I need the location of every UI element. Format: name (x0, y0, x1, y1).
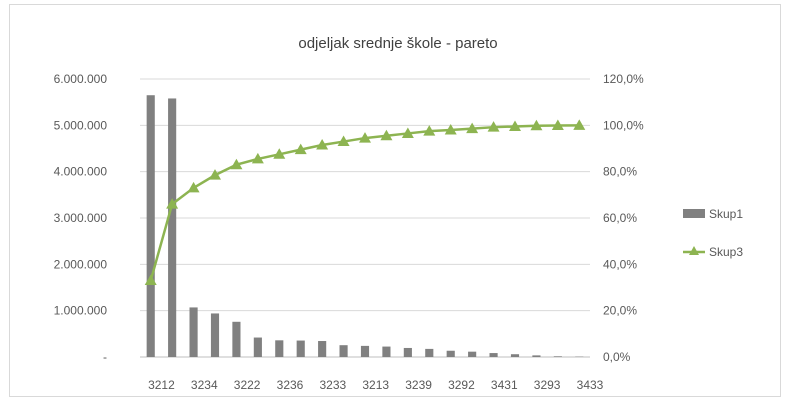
left-tick-label: 4.000.000 (54, 165, 108, 179)
line-marker (251, 152, 264, 164)
line-marker (209, 169, 221, 180)
bar (296, 340, 305, 357)
bar (253, 337, 262, 357)
bar (382, 346, 391, 357)
x-tick-label: 3222 (234, 378, 261, 392)
bar (318, 341, 327, 357)
legend-label: Skup3 (709, 245, 743, 259)
bar (275, 340, 284, 357)
left-tick-label: 5.000.000 (54, 118, 108, 132)
right-tick-label: 0,0% (603, 350, 631, 364)
line-marker (487, 121, 500, 132)
bar (489, 353, 498, 357)
left-tick-label: 6.000.000 (54, 72, 108, 86)
right-axis-labels: 0,0% 20,0% 40,0% 60,0% 80,0% 100,0% 120,0% (603, 72, 644, 364)
legend: Skup1 Skup3 (683, 207, 743, 259)
right-tick-label: 60,0% (603, 211, 637, 225)
left-tick-label: 1.000.000 (54, 304, 108, 318)
x-tick-label: 3239 (405, 378, 432, 392)
bar (146, 95, 155, 357)
x-axis-labels: 3212 3234 3222 3236 3233 3213 3239 3292 3431 3293… (148, 378, 604, 392)
right-tick-label: 20,0% (603, 304, 637, 318)
right-tick-label: 80,0% (603, 165, 637, 179)
bar (468, 351, 477, 357)
x-tick-label: 3236 (277, 378, 304, 392)
bar (403, 347, 412, 357)
left-tick-label: 3.000.000 (54, 211, 108, 225)
line-marker (573, 119, 586, 130)
bar (360, 345, 370, 357)
legend-swatch-bar (683, 209, 705, 218)
line-marker (144, 274, 157, 286)
line-marker (166, 198, 179, 209)
bar (189, 307, 198, 357)
line-marker (337, 135, 350, 147)
line-marker (509, 120, 521, 131)
line-marker (530, 119, 543, 131)
bar (210, 313, 220, 357)
x-tick-label: 3212 (148, 378, 175, 392)
bar (510, 354, 520, 357)
line-marker (230, 158, 243, 170)
x-tick-label: 3433 (577, 378, 604, 392)
line-path (149, 124, 580, 281)
bar-series (146, 95, 584, 358)
chart-title: odjeljak srednje škole - pareto (298, 35, 497, 52)
bar (532, 355, 541, 357)
x-tick-label: 3292 (448, 378, 475, 392)
legend-swatch-marker (689, 246, 699, 255)
line-marker (316, 139, 329, 150)
line-marker (444, 123, 457, 135)
bar (232, 321, 241, 357)
line-marker (187, 181, 200, 193)
x-tick-label: 3213 (362, 378, 389, 392)
right-tick-label: 40,0% (603, 257, 637, 271)
legend-label: Skup1 (709, 207, 743, 221)
right-tick-label: 120,0% (603, 72, 644, 86)
x-tick-label: 3234 (191, 378, 218, 392)
bar (446, 350, 455, 357)
line-series (144, 119, 586, 286)
left-tick-label: - (103, 350, 107, 364)
line-marker (273, 148, 286, 159)
bar (425, 348, 434, 357)
bar (168, 98, 177, 358)
chart-frame (9, 4, 781, 397)
line-marker (401, 127, 414, 138)
left-axis-labels: - 1.000.000 2.000.000 3.000.000 4.000.000 5.0… (54, 72, 108, 364)
right-tick-label: 100,0% (603, 118, 644, 132)
x-tick-label: 3233 (320, 378, 347, 392)
line-marker (294, 143, 307, 155)
x-tick-label: 3431 (491, 378, 518, 392)
left-tick-label: 2.000.000 (54, 257, 108, 271)
line-marker (466, 122, 479, 134)
line-marker (380, 129, 393, 141)
x-tick-label: 3293 (534, 378, 561, 392)
line-marker (551, 119, 564, 130)
line-marker (423, 125, 436, 136)
bar (339, 345, 348, 357)
line-marker (359, 132, 371, 143)
bar (553, 356, 562, 357)
gridlines (140, 78, 590, 358)
